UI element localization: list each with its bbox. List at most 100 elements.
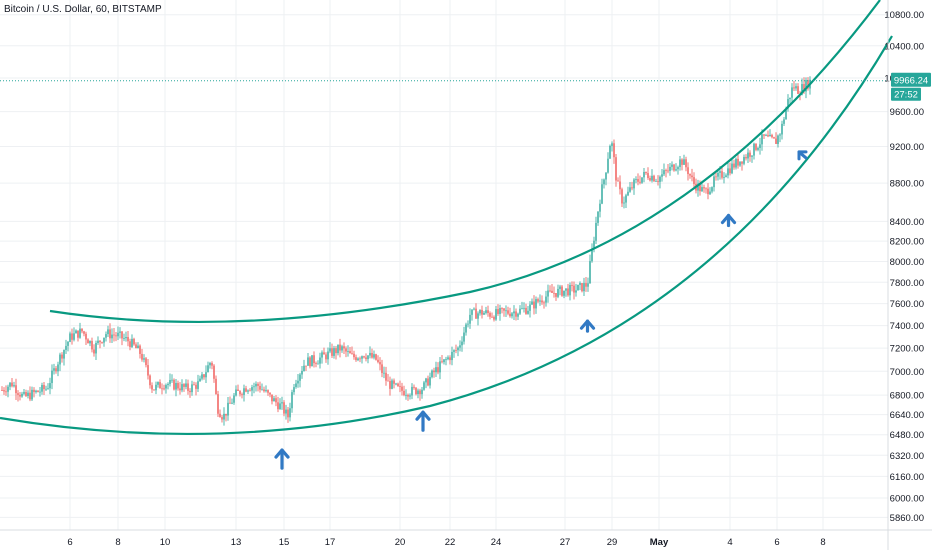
candle-body — [261, 389, 263, 391]
candle-body — [187, 383, 189, 391]
y-axis[interactable]: 5860.00 6000.00 6160.00 6320.00 6480.00 6640.… — [884, 0, 924, 550]
x-tick-label: 13 — [231, 537, 242, 548]
candle-body — [127, 336, 129, 342]
candle-body — [169, 380, 171, 384]
candle-body — [587, 283, 589, 287]
candle-body — [789, 97, 791, 100]
candle-body — [727, 168, 729, 176]
candle-body — [459, 345, 461, 348]
candle-body — [195, 384, 197, 389]
candle-body — [649, 177, 651, 181]
candle-body — [81, 328, 83, 332]
candle-body — [323, 352, 325, 355]
candle-body — [725, 175, 727, 177]
candle-body — [93, 349, 95, 354]
y-tick-label: 10800.00 — [884, 10, 924, 21]
y-tick-label: 7400.00 — [890, 321, 924, 332]
candle-body — [149, 375, 151, 386]
candle-body — [791, 87, 793, 98]
candle-body — [71, 333, 73, 340]
candle-body — [59, 354, 61, 365]
candle-body — [365, 357, 367, 360]
candle-body — [107, 329, 109, 335]
candle-body — [117, 332, 119, 337]
candle-body — [553, 292, 555, 294]
candle-body — [615, 157, 617, 181]
x-tick-label: 6 — [774, 537, 779, 548]
candle-body — [57, 364, 59, 372]
candle-body — [31, 389, 33, 400]
candle-body — [121, 331, 123, 339]
candle-body — [421, 389, 423, 395]
candle-body — [65, 345, 67, 350]
candle-body — [627, 191, 629, 196]
candle-body — [371, 352, 373, 358]
candle-body — [549, 290, 551, 292]
candle-body — [109, 329, 111, 339]
candle-body — [209, 362, 211, 366]
price-tags: 9966.24 27:52 — [891, 72, 931, 101]
candle-body — [383, 372, 385, 374]
x-tick-label: 15 — [279, 537, 290, 548]
y-tick-label: 6800.00 — [890, 391, 924, 402]
candle-body — [533, 301, 535, 309]
candle-body — [655, 181, 657, 182]
candle-body — [163, 388, 165, 390]
candle-body — [675, 169, 677, 171]
candle-body — [447, 357, 449, 360]
candle-body — [637, 179, 639, 182]
candle-body — [691, 175, 693, 178]
countdown-text: 27:52 — [894, 89, 918, 100]
candle-body — [103, 337, 105, 343]
candle-body — [651, 175, 653, 181]
candle-body — [583, 283, 585, 292]
candle-body — [317, 363, 319, 365]
arrow-head-icon — [579, 319, 596, 330]
candle-body — [723, 176, 725, 178]
candle-body — [715, 176, 717, 178]
candle-body — [333, 348, 335, 356]
y-tick-label: 6640.00 — [890, 410, 924, 421]
candle-body — [441, 361, 443, 363]
candle-body — [645, 172, 647, 174]
y-tick-label: 9200.00 — [890, 142, 924, 153]
candle-body — [313, 355, 315, 364]
candle-body — [569, 285, 571, 296]
candle-body — [641, 177, 643, 183]
candle-body — [781, 123, 783, 135]
candle-body — [699, 183, 701, 192]
candle-body — [129, 341, 131, 347]
candle-body — [51, 370, 53, 384]
candle-body — [683, 159, 685, 165]
candle-body — [591, 248, 593, 262]
candle-body — [53, 368, 55, 371]
candle-body — [665, 170, 667, 171]
candle-body — [37, 390, 39, 393]
candle-body — [207, 365, 209, 373]
x-axis[interactable]: 6 8 10 13 15 17 20 22 24 27 29 May 4 6 8 — [0, 529, 932, 548]
candle-body — [199, 378, 201, 382]
candle-body — [115, 335, 117, 337]
candle-body — [347, 351, 349, 352]
candle-body — [513, 311, 515, 314]
candle-body — [653, 175, 655, 182]
candle-body — [137, 345, 139, 349]
candle-body — [373, 354, 375, 358]
candle-body — [679, 159, 681, 168]
candle-body — [625, 195, 627, 203]
candle-body — [453, 350, 455, 352]
candle-body — [357, 358, 359, 361]
candle-body — [229, 402, 231, 404]
candle-body — [667, 170, 669, 172]
candle-body — [299, 374, 301, 381]
candle-body — [595, 222, 597, 241]
candle-body — [467, 323, 469, 325]
candle-body — [503, 308, 505, 311]
candle-body — [745, 156, 747, 159]
candle-body — [219, 413, 221, 418]
candle-body — [255, 383, 257, 387]
candle-body — [547, 290, 549, 297]
candle-body — [701, 187, 703, 192]
candle-body — [559, 286, 561, 289]
